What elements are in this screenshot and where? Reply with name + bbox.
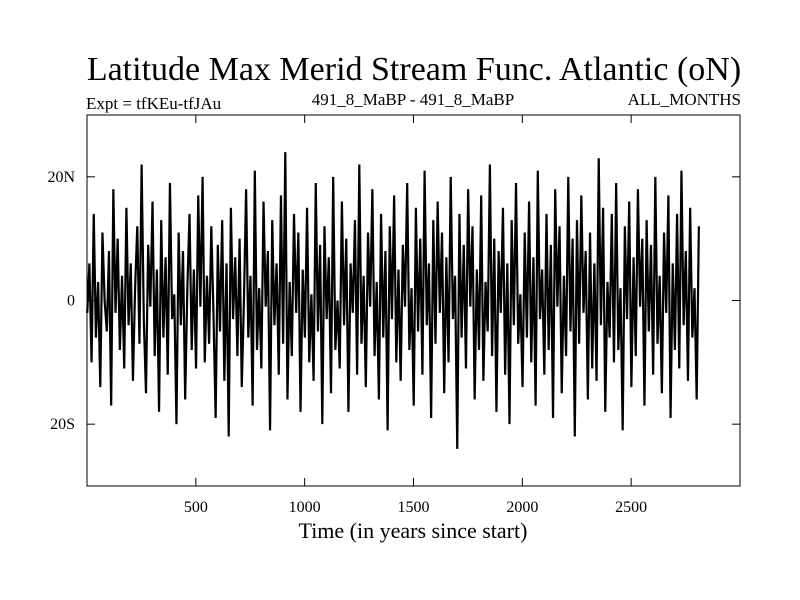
x-tick-label: 2500 (615, 499, 647, 516)
series-layer (86, 152, 700, 449)
x-tick-label: 2000 (506, 499, 538, 516)
x-tick-label: 500 (184, 499, 208, 516)
x-tick-label: 1000 (289, 499, 321, 516)
x-tick-label: 1500 (398, 499, 430, 516)
tick-layer: 20N 0 20S 500 1000 1500 2000 2500 (47, 115, 740, 516)
series-line (86, 152, 700, 449)
chart-title: Latitude Max Merid Stream Func. Atlantic… (87, 51, 741, 88)
y-tick-label: 20N (47, 169, 75, 186)
x-axis-label: Time (in years since start) (299, 518, 528, 543)
period-label: ALL_MONTHS (628, 90, 741, 109)
plot-area-frame (86, 114, 741, 487)
experiment-label: Expt = tfKEu-tfJAu (86, 94, 222, 113)
y-tick-label: 20S (50, 416, 75, 433)
y-tick-label: 0 (67, 293, 75, 310)
comparison-label: 491_8_MaBP - 491_8_MaBP (312, 90, 514, 109)
